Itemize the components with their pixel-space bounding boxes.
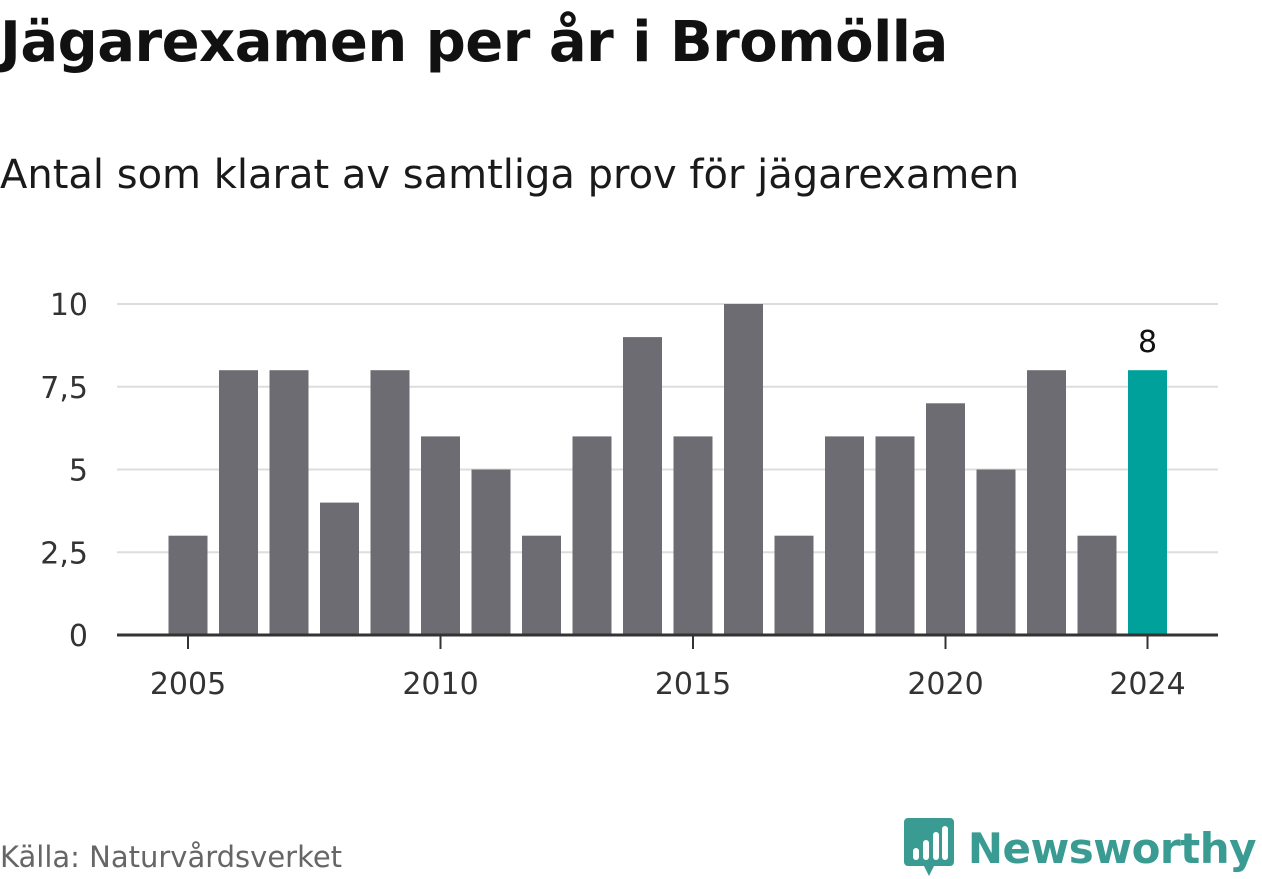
bar — [926, 403, 965, 635]
x-tick-label: 2010 — [402, 667, 478, 702]
bar — [269, 370, 309, 635]
bar — [168, 535, 208, 635]
bar-highlight — [1128, 370, 1167, 635]
bar — [1077, 535, 1117, 635]
brand-name: Newsworthy — [967, 823, 1257, 873]
y-tick-label: 2,5 — [40, 536, 88, 571]
newsworthy-logo-icon — [903, 818, 954, 876]
bar — [724, 304, 763, 635]
bars — [168, 304, 1167, 635]
bar — [673, 436, 713, 635]
bar — [976, 469, 1016, 635]
data-label: 8 — [1138, 325, 1157, 360]
bar — [623, 337, 662, 635]
x-tick-label: 2005 — [150, 667, 226, 702]
x-tick-label: 2015 — [655, 667, 731, 702]
x-tick-label: 2020 — [907, 667, 983, 702]
bar — [522, 535, 561, 635]
y-tick-label: 7,5 — [40, 371, 88, 406]
labels: 0 2,5 5 7,5 10 8 2005 2010 2015 2020 2024 — [40, 288, 1185, 702]
bar — [471, 469, 511, 635]
chart-title: Jägarexamen per år i Bromölla — [0, 10, 948, 75]
chart-subtitle: Antal som klarat av samtliga prov för jä… — [0, 152, 1020, 198]
bar — [219, 370, 258, 635]
source-note: Källa: Naturvårdsverket — [0, 840, 343, 874]
bar — [370, 370, 410, 635]
axes — [117, 633, 1218, 649]
bar — [774, 535, 814, 635]
bar — [421, 436, 460, 635]
bar — [1027, 370, 1066, 635]
bar — [320, 502, 359, 635]
y-tick-label: 5 — [69, 454, 88, 489]
bar — [572, 436, 612, 635]
bar — [875, 436, 915, 635]
y-tick-label: 0 — [69, 619, 88, 654]
x-tick-label: 2024 — [1109, 667, 1185, 702]
brand-logo[interactable]: Newsworthy — [903, 818, 1257, 878]
y-tick-label: 10 — [50, 288, 88, 323]
bar — [825, 436, 864, 635]
